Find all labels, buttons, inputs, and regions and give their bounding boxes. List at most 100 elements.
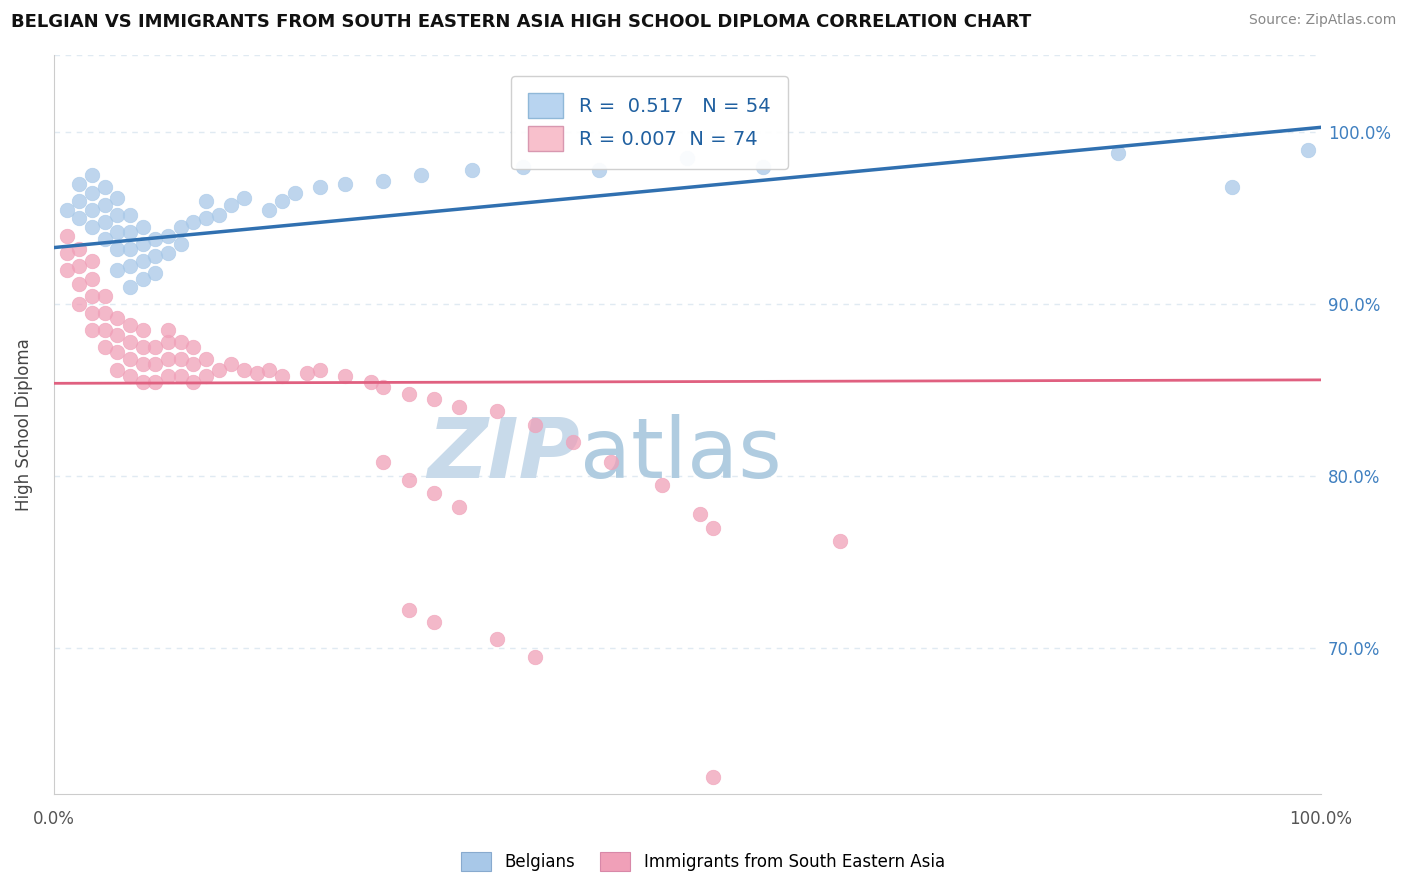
Point [689,507,711,521]
Point [194,352,217,367]
Point [360,375,382,389]
Point [105,225,128,239]
Point [105,311,128,326]
Text: BELGIAN VS IMMIGRANTS FROM SOUTH EASTERN ASIA HIGH SCHOOL DIPLOMA CORRELATION CH: BELGIAN VS IMMIGRANTS FROM SOUTH EASTERN… [11,13,1032,31]
Point [131,340,153,354]
Point [80,186,103,200]
Point [219,358,242,372]
Point [118,334,141,349]
Point [398,603,420,617]
Point [512,160,534,174]
Point [169,237,191,252]
Point [131,358,153,372]
Point [181,358,204,372]
Point [219,197,242,211]
Point [207,362,229,376]
Point [335,177,357,191]
Point [131,375,153,389]
Point [143,266,166,280]
Point [181,215,204,229]
Text: ZIP: ZIP [427,414,579,494]
Point [309,180,332,194]
Point [67,211,90,226]
Point [335,369,357,384]
Point [93,340,115,354]
Point [93,288,115,302]
Point [156,334,179,349]
Point [156,352,179,367]
Point [118,208,141,222]
Point [284,186,307,200]
Point [93,323,115,337]
Point [486,632,509,647]
Point [194,369,217,384]
Point [156,245,179,260]
Point [156,369,179,384]
Point [55,228,77,243]
Point [271,194,294,209]
Point [600,455,623,469]
Point [143,340,166,354]
Point [80,219,103,234]
Point [651,477,673,491]
Point [105,345,128,359]
Point [93,197,115,211]
Point [449,500,471,514]
Point [373,455,395,469]
Point [232,362,254,376]
Point [80,254,103,268]
Text: Source: ZipAtlas.com: Source: ZipAtlas.com [1249,13,1396,28]
Point [398,386,420,401]
Y-axis label: High School Diploma: High School Diploma [15,338,32,511]
Point [80,323,103,337]
Point [105,362,128,376]
Point [156,228,179,243]
Point [169,219,191,234]
Point [118,260,141,274]
Point [93,215,115,229]
Point [1107,146,1129,161]
Point [67,194,90,209]
Point [131,254,153,268]
Point [702,770,724,784]
Point [449,401,471,415]
Point [524,649,547,664]
Point [118,352,141,367]
Point [67,297,90,311]
Point [93,180,115,194]
Point [702,521,724,535]
Point [118,369,141,384]
Point [169,334,191,349]
Point [259,362,281,376]
Point [67,260,90,274]
Point [156,323,179,337]
Point [486,404,509,418]
Point [181,340,204,354]
Point [169,352,191,367]
Point [309,362,332,376]
Text: atlas: atlas [579,414,782,494]
Point [93,306,115,320]
Point [194,211,217,226]
Point [373,173,395,187]
Point [524,417,547,432]
Point [562,434,585,449]
Point [80,271,103,285]
Point [131,237,153,252]
Point [143,249,166,263]
Point [373,380,395,394]
Point [143,375,166,389]
Point [411,169,433,183]
Point [93,232,115,246]
Legend: Belgians, Immigrants from South Eastern Asia: Belgians, Immigrants from South Eastern … [453,843,953,880]
Point [105,191,128,205]
Point [105,263,128,277]
Point [207,208,229,222]
Point [259,202,281,217]
Point [143,358,166,372]
Legend: R =  0.517   N = 54, R = 0.007  N = 74: R = 0.517 N = 54, R = 0.007 N = 74 [510,76,787,169]
Point [1220,180,1243,194]
Point [131,219,153,234]
Point [194,194,217,209]
Point [67,177,90,191]
